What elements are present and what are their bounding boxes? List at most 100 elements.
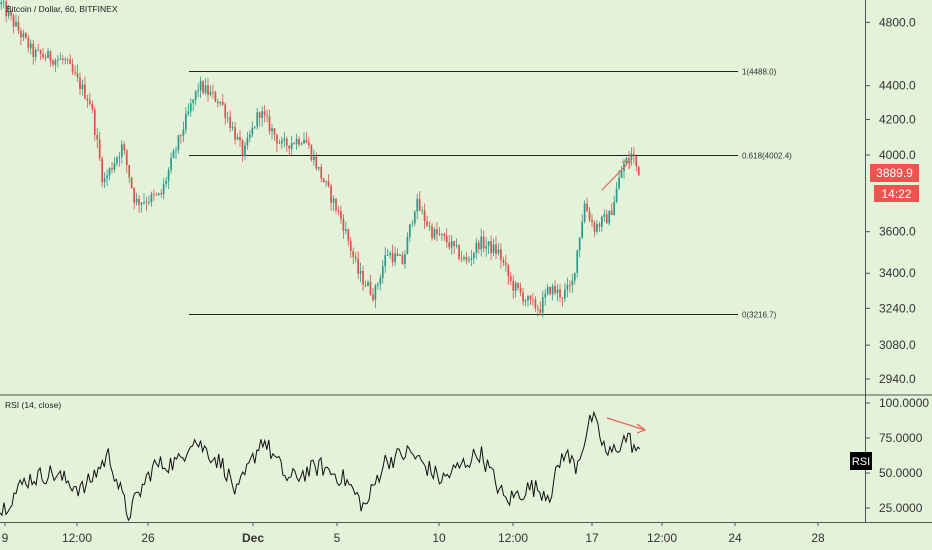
candle-body	[406, 236, 409, 255]
candle-body	[524, 300, 527, 302]
candle-body	[396, 253, 399, 256]
candle-body	[209, 91, 212, 95]
price-axis-bg[interactable]	[865, 0, 932, 522]
candle-body	[440, 234, 443, 235]
candle-body	[224, 104, 227, 118]
candle-body	[120, 144, 123, 157]
candle-body	[202, 81, 204, 93]
candle-body	[61, 58, 64, 61]
candle-body	[32, 43, 35, 57]
candle-body	[512, 280, 515, 291]
candle-body	[187, 111, 190, 114]
candle-body	[84, 84, 86, 99]
candle-body	[283, 138, 286, 141]
candle-body	[226, 117, 229, 119]
candle-body	[39, 50, 42, 55]
candle-body	[618, 177, 620, 189]
candle-body	[125, 150, 128, 166]
rsi-line	[0, 410, 641, 522]
candle-body	[433, 228, 436, 239]
candle-body	[423, 210, 426, 222]
candle-body	[514, 283, 517, 291]
candle-body	[37, 49, 40, 51]
candle-body	[534, 299, 537, 309]
candle-body	[468, 259, 470, 261]
candle-body	[175, 149, 177, 152]
candle-body	[34, 49, 37, 57]
time-axis-bg[interactable]	[0, 522, 932, 550]
time-tick-label: 5	[334, 531, 341, 545]
candle-body	[635, 156, 638, 167]
candle-body	[463, 257, 465, 260]
candle-body	[450, 241, 453, 248]
fib-retracement[interactable]: 1(4488.0) 0.618(4002.4) 0(3216.7)	[189, 68, 792, 320]
price-panel-bg[interactable]	[0, 0, 865, 394]
time-tick-label: 12:00	[62, 531, 92, 545]
candle-body	[470, 258, 473, 260]
candle-body	[49, 51, 52, 61]
candle-body	[554, 286, 556, 293]
candle-body	[192, 99, 195, 104]
candle-body	[354, 256, 357, 259]
last-price-badge: 3889.9	[870, 164, 919, 182]
candle-body	[96, 134, 99, 140]
time-tick-label: 28	[811, 531, 825, 545]
rsi-panel-bg[interactable]	[0, 396, 865, 522]
price-up-arrow-annotation[interactable]	[601, 160, 631, 191]
candle-body	[253, 126, 256, 128]
candle-body	[428, 225, 431, 227]
candle-body	[374, 285, 377, 300]
candle-body	[229, 117, 232, 129]
rsi-down-arrow-annotation[interactable]	[606, 417, 647, 434]
candle-body	[140, 202, 143, 205]
candle-body	[308, 142, 310, 146]
countdown-value: 14:22	[881, 187, 911, 201]
candle-body	[199, 81, 202, 91]
candle-body	[204, 85, 207, 93]
candle-body	[56, 59, 59, 61]
candle-body	[632, 153, 635, 157]
candle-body	[453, 241, 456, 246]
candle-body	[487, 241, 490, 246]
candle-body	[177, 135, 180, 150]
candle-body	[600, 216, 603, 227]
candle-body	[312, 156, 315, 160]
candle-body	[352, 250, 355, 257]
candle-body	[76, 73, 79, 78]
candle-body	[152, 194, 155, 195]
candle-body	[271, 128, 273, 132]
candle-body	[480, 236, 483, 250]
candle-body	[182, 129, 185, 136]
candle-body	[303, 139, 305, 144]
candle-body	[278, 143, 281, 145]
time-tick-label: 10	[432, 531, 446, 545]
candle-body	[81, 84, 84, 90]
candle-body	[317, 166, 320, 169]
price-tick-label: 2940.0	[879, 372, 916, 386]
candle-body	[485, 245, 488, 249]
candle-body	[596, 224, 598, 232]
candle-body	[546, 287, 549, 294]
candle-body	[458, 245, 460, 259]
fib-level-label: 0.618(4002.4)	[742, 152, 792, 161]
candle-body	[504, 262, 507, 266]
candle-body	[529, 295, 532, 300]
chart-title: Bitcoin / Dollar, 60, BITFINEX	[6, 4, 118, 14]
time-tick-label: 26	[141, 531, 155, 545]
candle-body	[401, 254, 404, 264]
fib-level-label: 1(4488.0)	[742, 68, 777, 77]
candle-body	[180, 135, 182, 136]
candle-body	[0, 2, 3, 5]
candle-body	[143, 201, 145, 203]
candle-body	[101, 158, 104, 183]
price-tick-label: 3600.0	[879, 225, 916, 239]
time-tick-label: 24	[728, 531, 742, 545]
candle-body	[276, 134, 278, 144]
price-tick-label: 4400.0	[879, 79, 916, 93]
candle-body	[610, 210, 613, 216]
candle-body	[384, 255, 387, 267]
candle-body	[88, 100, 91, 104]
last-price-value: 3889.9	[876, 166, 913, 180]
candle-body	[251, 127, 254, 135]
rsi-series	[0, 410, 641, 522]
